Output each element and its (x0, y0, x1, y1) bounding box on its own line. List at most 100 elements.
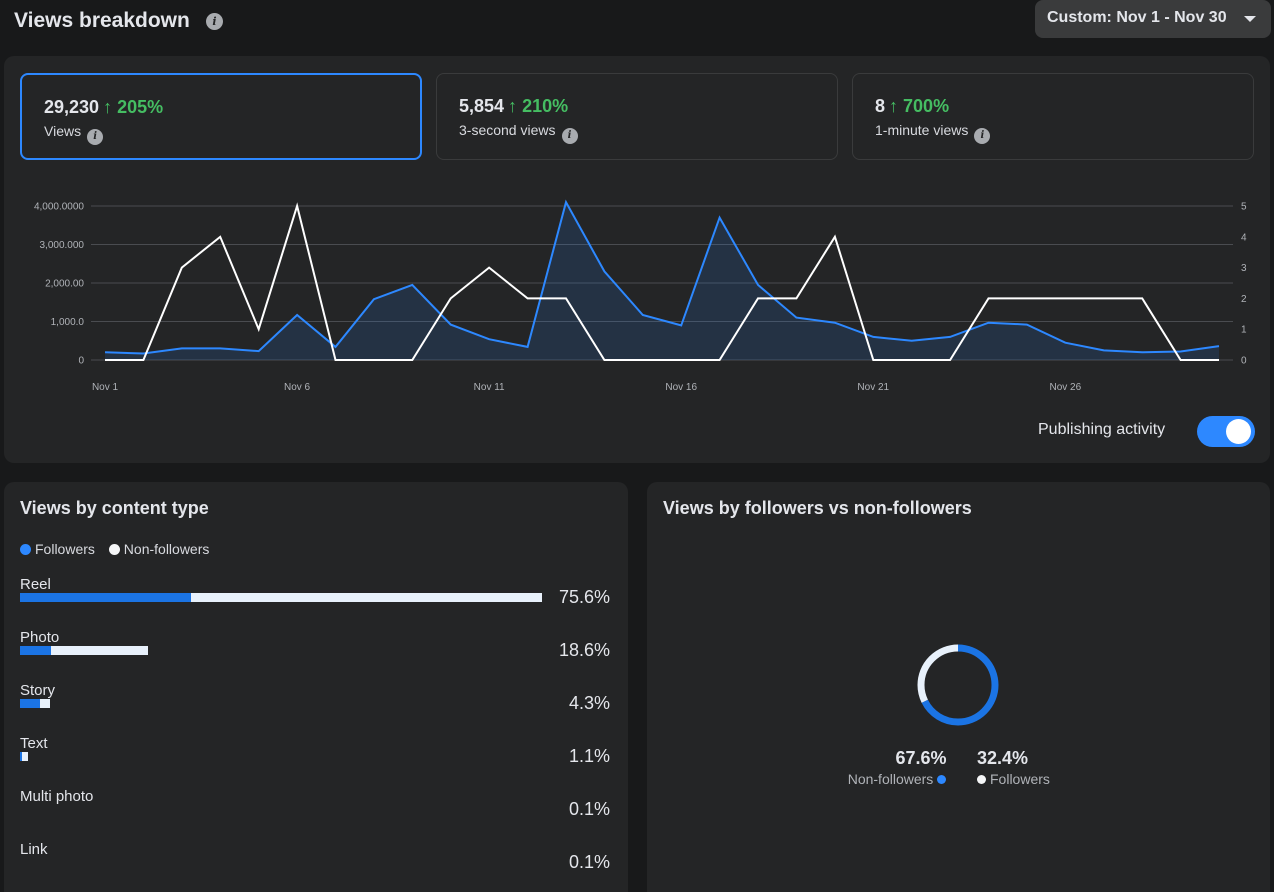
followers-donut-chart[interactable] (915, 642, 1001, 728)
series-point (1103, 297, 1105, 299)
arrow-up-icon: ↑ (103, 97, 113, 117)
series-point (680, 324, 682, 326)
metric-value: 8 (875, 96, 886, 116)
non-followers-pct: 67.6% (895, 748, 947, 768)
publishing-series-line (105, 202, 1219, 361)
series-point (219, 347, 221, 349)
series-point (795, 316, 797, 318)
metric-card-3-second-views[interactable]: 5,854 ↑ 210% 3-second views i (436, 73, 838, 160)
series-point (257, 350, 259, 352)
series-point (872, 359, 874, 361)
metric-change: ↑ 205% (103, 97, 163, 117)
header: Views breakdown i Custom: Nov 1 - Nov 30 (0, 0, 1274, 44)
info-icon[interactable]: i (561, 128, 578, 144)
info-icon[interactable]: i (974, 128, 991, 144)
series-point (910, 340, 912, 342)
caret-down-icon (1244, 16, 1256, 22)
followers-bar-segment (20, 752, 22, 761)
metric-card-views[interactable]: 29,230 ↑ 205% Views i (20, 73, 422, 160)
series-point (1218, 345, 1220, 347)
content-type-label: Story (20, 682, 56, 699)
series-point (104, 351, 106, 353)
y-tick-label-right: 1 (1241, 325, 1247, 336)
info-icon[interactable]: i (206, 13, 223, 30)
series-point (1179, 359, 1181, 361)
series-point (949, 336, 951, 338)
series-point (1026, 297, 1028, 299)
series-point (795, 297, 797, 299)
content-type-row: Link 0.1% (20, 841, 612, 892)
date-range-label: Custom: Nov 1 - Nov 30 (1047, 9, 1227, 26)
legend-swatch (977, 775, 986, 784)
non-followers-label: Non-followers (847, 771, 934, 787)
y-tick-label-left: 0 (78, 356, 84, 367)
series-point (565, 201, 567, 203)
date-range-dropdown[interactable]: Custom: Nov 1 - Nov 30 (1035, 0, 1271, 38)
series-point (104, 359, 106, 361)
series-point (757, 284, 759, 286)
info-icon[interactable]: i (87, 129, 104, 145)
content-type-row: Reel 75.6% (20, 576, 612, 629)
y-tick-label-left: 1,000.0 (51, 317, 85, 328)
metric-label-row: 1-minute views i (875, 122, 991, 144)
metric-value: 29,230 (44, 97, 100, 117)
metric-value-row: 5,854 ↑ 210% (459, 96, 568, 117)
content-type-pct: 0.1% (568, 852, 610, 872)
content-type-bar[interactable] (20, 646, 149, 655)
y-tick-label-left: 3,000.000 (40, 240, 85, 251)
series-point (603, 359, 605, 361)
panel-title: Views by content type (20, 498, 209, 518)
series-point (603, 270, 605, 272)
series-point (1141, 297, 1143, 299)
legend-item-non-followers: Non-followers (108, 541, 210, 557)
followers-bar-segment (20, 646, 52, 655)
series-point (757, 297, 759, 299)
content-type-bar[interactable] (20, 593, 542, 602)
series-point (334, 346, 336, 348)
metric-value-row: 8 ↑ 700% (875, 96, 949, 117)
legend: Followers Non-followers (20, 541, 219, 557)
series-point (718, 216, 720, 218)
content-type-bar[interactable] (20, 699, 50, 708)
followers-label: Followers (990, 771, 1050, 787)
content-type-bar[interactable] (20, 752, 28, 761)
followers-bar-segment (20, 699, 41, 708)
non-followers-slice (917, 644, 999, 726)
series-point (1103, 349, 1105, 351)
series-point (1179, 350, 1181, 352)
views-line-chart[interactable]: 0 1,000.0 2,000.00 3,000.000 4,000.0000 0 1 2 3 4… (4, 56, 1270, 416)
series-point (257, 328, 259, 330)
content-type-pct: 0.1% (568, 799, 610, 819)
metric-card-1-minute-views[interactable]: 8 ↑ 700% 1-minute views i (852, 73, 1254, 160)
content-type-panel: Views by content type Followers Non-foll… (4, 482, 628, 892)
series-point (987, 297, 989, 299)
series-point (565, 297, 567, 299)
metric-value: 5,854 (459, 96, 505, 116)
content-type-label: Text (20, 735, 48, 752)
followers-legend: Followers (977, 771, 1067, 787)
series-point (680, 359, 682, 361)
content-type-pct: 4.3% (568, 693, 610, 713)
publishing-activity-toggle[interactable] (1197, 416, 1255, 447)
series-point (910, 359, 912, 361)
y-tick-label-right: 5 (1241, 202, 1247, 213)
series-point (488, 338, 490, 340)
legend-swatch (20, 544, 31, 555)
metric-label: Views (44, 123, 82, 139)
toggle-knob (1226, 419, 1251, 444)
content-type-pct: 75.6% (558, 587, 610, 607)
legend-label: Non-followers (123, 541, 210, 557)
followers-bar-segment (20, 593, 191, 602)
series-point (949, 359, 951, 361)
series-point (142, 352, 144, 354)
series-area (105, 202, 1219, 360)
content-type-label: Reel (20, 576, 51, 593)
series-point (642, 314, 644, 316)
y-tick-label-left: 2,000.00 (45, 279, 84, 290)
series-point (1064, 341, 1066, 343)
arrow-up-icon: ↑ (889, 96, 899, 116)
metric-label: 3-second views (459, 122, 556, 138)
series-point (526, 346, 528, 348)
arrow-up-icon: ↑ (508, 96, 518, 116)
x-tick-label: Nov 16 (665, 382, 697, 393)
